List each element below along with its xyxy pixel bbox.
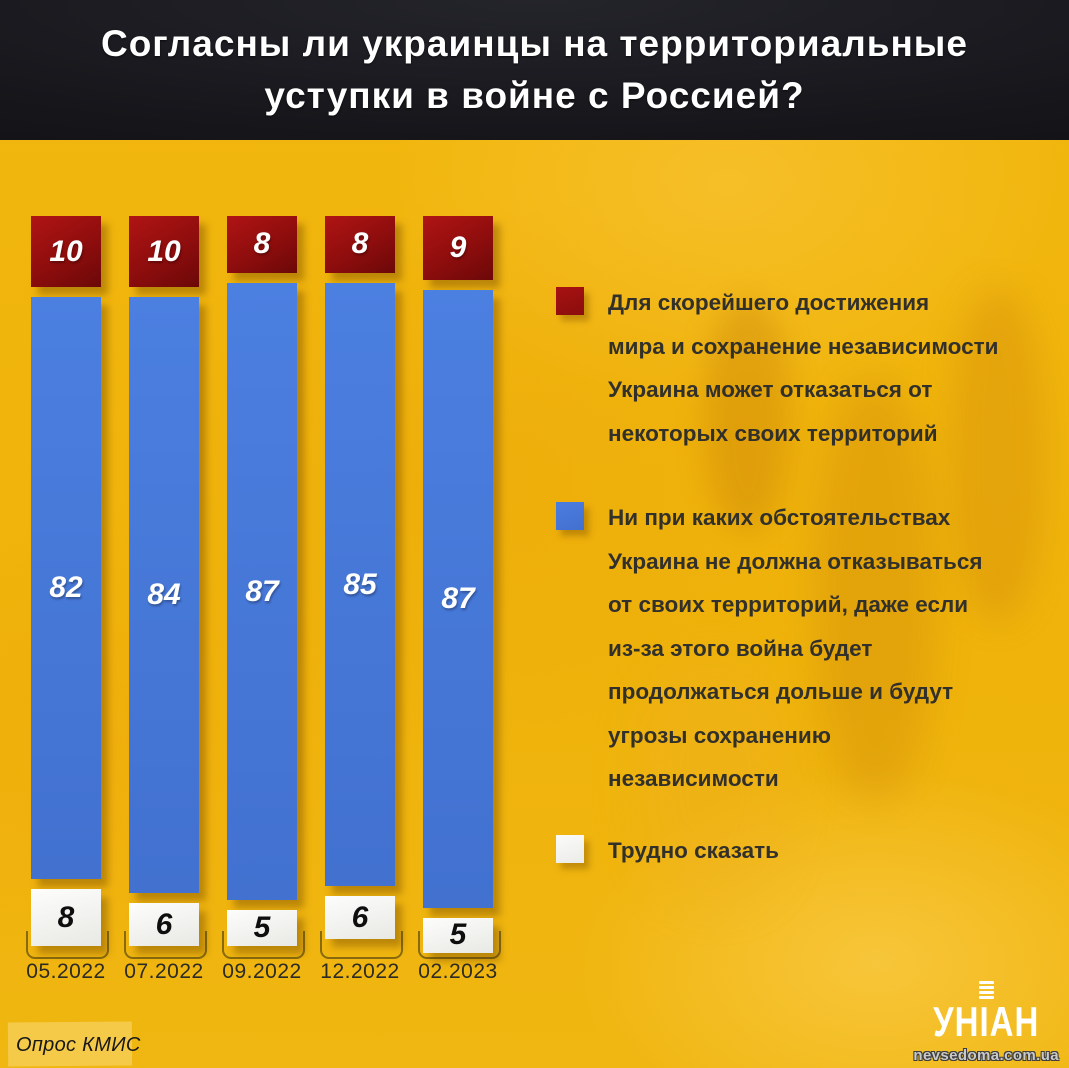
legend-label-line: из-за этого война будет (608, 635, 873, 661)
legend-label-line: угрозы сохранению (608, 722, 831, 748)
legend-swatch-white-icon (556, 835, 584, 863)
legend-label-line: независимости (608, 766, 779, 791)
category-label: 05.2022 (26, 960, 106, 983)
segment-gap (129, 893, 199, 903)
legend-label: Трудно сказать (608, 829, 779, 873)
bar-value-label: 10 (147, 234, 181, 268)
segment-gap (227, 273, 297, 283)
bar-value-label: 8 (57, 900, 75, 934)
bar-value-label: 5 (449, 918, 467, 952)
bar-value-label: 6 (351, 900, 369, 934)
source-label: Опрос КМИС (16, 1034, 141, 1056)
legend-swatch-red-icon (556, 287, 584, 315)
segment-gap (325, 886, 395, 896)
category-bracket (26, 931, 109, 959)
segment-gap (227, 900, 297, 910)
category-bracket (418, 931, 501, 959)
bar-value-label: 5 (253, 911, 271, 945)
bar-column: 10 82 8 05.2022 (26, 216, 109, 983)
legend-label-line: продолжаться дольше и будут (608, 679, 954, 704)
segment-hard-to-say: 6 (129, 903, 199, 946)
bar-value-label: 9 (449, 230, 467, 264)
bar-value-label: 8 (351, 227, 369, 261)
watermark-url: nevsedoma.com.ua (913, 1047, 1059, 1064)
bar-value-label: 85 (343, 567, 377, 601)
segment-gap (31, 287, 101, 297)
category-bracket (222, 931, 305, 959)
bar-column: 9 87 5 02.2023 (418, 216, 501, 983)
segment-hard-to-say: 6 (325, 896, 395, 939)
legend-label-line: Трудно сказать (608, 838, 779, 863)
bar-value-label: 10 (49, 234, 83, 268)
legend-label: Ни при каких обстоятельствах Украина не д… (608, 496, 982, 801)
segment-hard-to-say: 5 (423, 917, 493, 954)
category-bracket (124, 931, 207, 959)
legend-label-line: некоторых своих территорий (608, 420, 938, 446)
segment-no-concessions: 87 (227, 282, 297, 901)
segment-no-concessions: 87 (423, 289, 493, 908)
background-texture-blob (815, 380, 935, 800)
segment-concessions: 10 (31, 216, 101, 287)
legend-item-red: Для скорейшего достижения мира и сохранен… (556, 281, 999, 455)
legend-label-line: Ни при каких обстоятельствах (608, 505, 951, 530)
bar-column: 8 85 6 12.2022 (320, 216, 403, 983)
segment-no-concessions: 85 (325, 282, 395, 887)
page-title-line2: уступки в войне с Россией? (264, 75, 805, 116)
unian-antenna-icon (913, 981, 1059, 999)
segment-gap (129, 287, 199, 297)
segment-gap (325, 273, 395, 283)
legend-label-line: Украина может отказаться от (608, 377, 933, 402)
page-title-line1: Согласны ли украинцы на территориальные (100, 23, 968, 64)
bar-value-label: 87 (245, 574, 279, 608)
bar-column: 8 87 5 09.2022 (222, 216, 305, 983)
segment-no-concessions: 84 (129, 297, 199, 894)
bar-column: 10 84 6 07.2022 (124, 216, 207, 983)
bar-value-label: 87 (441, 581, 475, 615)
legend-label: Для скорейшего достижения мира и сохранен… (608, 281, 999, 455)
unian-logo: УНІАН (933, 998, 1040, 1045)
bar-value-label: 8 (253, 227, 271, 261)
category-label: 02.2023 (418, 960, 498, 983)
header: Согласны ли украинцы на территориальные … (0, 0, 1069, 140)
segment-hard-to-say: 5 (227, 910, 297, 946)
category-label: 12.2022 (320, 960, 400, 983)
legend-label-line: мира и сохранение независимости (608, 333, 999, 359)
segment-no-concessions: 82 (31, 297, 101, 880)
segment-concessions: 9 (423, 216, 493, 280)
segment-concessions: 10 (129, 216, 199, 287)
legend-item-blue: Ни при каких обстоятельствах Украина не д… (556, 496, 982, 801)
legend-label-line: Украина не должна отказываться (608, 548, 983, 574)
category-label: 07.2022 (124, 960, 204, 983)
segment-concessions: 8 (227, 216, 297, 273)
segment-gap (423, 908, 493, 918)
background-texture-blob (705, 300, 790, 530)
legend-label-line: Для скорейшего достижения (608, 290, 930, 315)
segment-gap (31, 879, 101, 889)
bar-value-label: 82 (49, 571, 83, 605)
segment-gap (423, 280, 493, 290)
legend-item-white: Трудно сказать (556, 829, 779, 873)
legend-label-line: от своих территорий, даже если (608, 592, 969, 617)
segment-concessions: 8 (325, 216, 395, 273)
background-texture-blob (640, 660, 790, 900)
brand-block: УНІАН nevsedoma.com.ua (913, 981, 1059, 1064)
bar-value-label: 6 (155, 907, 173, 941)
background-texture-blob (950, 290, 1045, 620)
category-bracket (320, 931, 403, 959)
legend-swatch-blue-icon (556, 502, 584, 530)
segment-hard-to-say: 8 (31, 889, 101, 946)
category-label: 09.2022 (222, 960, 302, 983)
bar-value-label: 84 (147, 578, 181, 612)
